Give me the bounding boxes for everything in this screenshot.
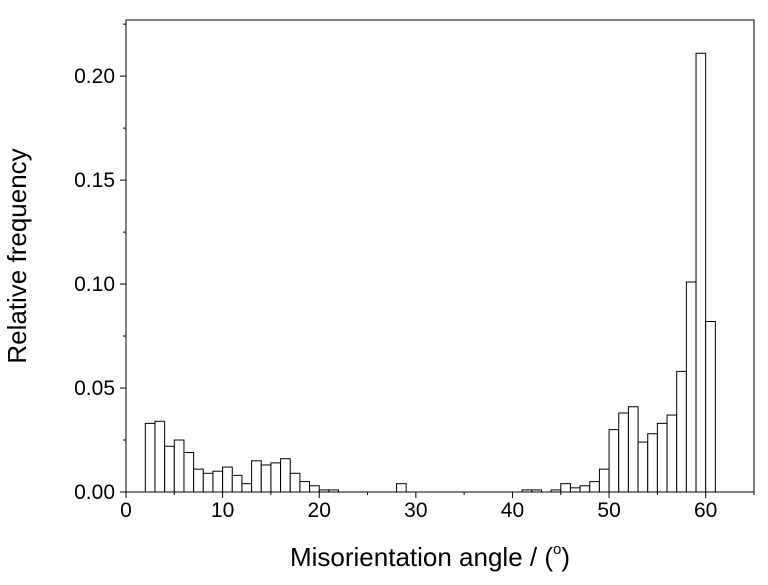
plot-frame	[125, 19, 755, 493]
histogram-bar-5	[193, 468, 204, 493]
histogram-bar-38	[695, 52, 707, 493]
y-tick-label-3: 0.15	[74, 169, 115, 192]
histogram-bar-26	[579, 485, 591, 493]
histogram-bar-36	[676, 370, 687, 493]
histogram-bar-25	[569, 487, 581, 493]
histogram-bar-31	[627, 406, 639, 493]
histogram-bar-1	[154, 420, 166, 493]
histogram-bar-3	[173, 439, 185, 493]
histogram-bar-28	[598, 468, 610, 493]
y-axis-title: Relative frequency	[2, 148, 32, 363]
x-tick-label-20: 20	[308, 499, 331, 522]
histogram-bar-12	[260, 464, 272, 493]
histogram-bar-7	[212, 470, 224, 493]
histogram-bar-34	[656, 422, 668, 493]
histogram-bar-20	[396, 483, 407, 493]
histogram-bar-13	[270, 462, 282, 493]
x-tick-label-60: 60	[694, 499, 717, 522]
histogram-bar-16	[299, 481, 311, 493]
x-tick-label-10: 10	[211, 499, 234, 522]
y-tick-label-1: 0.05	[74, 377, 115, 400]
histogram-bar-39	[705, 321, 716, 493]
histogram-bar-33	[647, 433, 658, 493]
histogram-bar-8	[222, 466, 233, 493]
histogram-bar-35	[666, 414, 678, 493]
histogram-bar-37	[685, 281, 697, 493]
histogram-bar-27	[589, 481, 600, 493]
histogram-bar-14	[280, 458, 291, 493]
histogram-bar-24	[560, 483, 571, 493]
axis-tick-labels: 0 10 20 30 40 50 60 0.00 0.05 0.10 0.15 0.20	[74, 65, 717, 522]
histogram-bar-9	[231, 474, 243, 493]
x-tick-label-30: 30	[404, 499, 427, 522]
histogram-bar-0	[144, 422, 156, 493]
x-tick-label-40: 40	[501, 499, 524, 522]
histogram-bar-17	[309, 485, 320, 493]
histogram-bar-11	[251, 460, 262, 493]
y-tick-label-4: 0.20	[74, 65, 115, 88]
x-axis-title-close: )	[561, 542, 570, 572]
histogram-bar-15	[289, 472, 301, 493]
histogram-bar-10	[241, 483, 253, 493]
histogram-bar-4	[183, 451, 195, 493]
y-tick-label-0: 0.00	[74, 481, 115, 504]
x-tick-label-0: 0	[120, 499, 132, 522]
histogram-bar-32	[637, 441, 649, 493]
y-tick-label-2: 0.10	[74, 273, 115, 296]
x-axis-title-main: Misorientation angle / (	[290, 542, 553, 572]
histogram-bar-6	[202, 472, 214, 493]
histogram-bars	[144, 52, 716, 493]
x-tick-label-50: 50	[597, 499, 620, 522]
x-axis-title-degree: o	[553, 541, 561, 558]
axis-ticks	[120, 23, 755, 498]
histogram-bar-30	[618, 412, 629, 493]
histogram-bar-2	[164, 445, 175, 493]
x-axis-title: Misorientation angle / (o)	[290, 541, 570, 572]
histogram-bar-29	[608, 429, 620, 493]
